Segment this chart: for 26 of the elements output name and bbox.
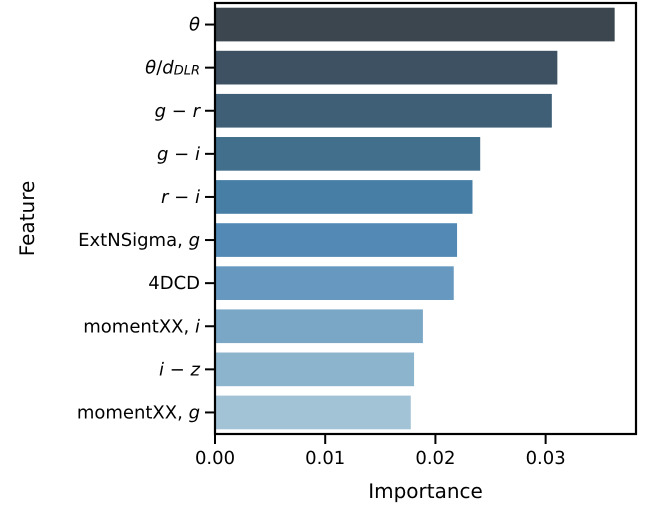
- y-tick-label: momentXX, i: [83, 316, 200, 337]
- bar: [214, 394, 412, 430]
- bar: [214, 93, 553, 128]
- bar: [214, 136, 482, 172]
- bar: [214, 50, 558, 86]
- x-tick-label: 0.02: [415, 448, 456, 469]
- y-tick-label: r − i: [161, 186, 200, 208]
- x-tick-label: 0.03: [526, 448, 566, 469]
- y-tick-label: i − z: [159, 358, 201, 380]
- y-tick-label: θ: [188, 14, 200, 36]
- x-axis-title: Importance: [368, 479, 483, 503]
- bar: [214, 266, 455, 301]
- bar: [214, 6, 616, 42]
- x-tick-label: 0.01: [305, 448, 346, 469]
- bar: [214, 308, 424, 344]
- bar: [214, 352, 415, 387]
- y-tick-label: g − r: [154, 100, 202, 122]
- y-tick-label: ExtNSigma, g: [78, 230, 200, 251]
- bar: [214, 179, 474, 215]
- y-tick-label: momentXX, g: [76, 402, 200, 423]
- x-tick-label: 0.00: [194, 448, 236, 469]
- y-tick-label: θ/d$_{DLR}$: [145, 57, 200, 78]
- y-tick-label: g − i: [157, 143, 200, 164]
- y-axis-title: Feature: [15, 180, 39, 256]
- bar: [214, 222, 458, 258]
- y-tick-label: 4DCD: [148, 272, 200, 294]
